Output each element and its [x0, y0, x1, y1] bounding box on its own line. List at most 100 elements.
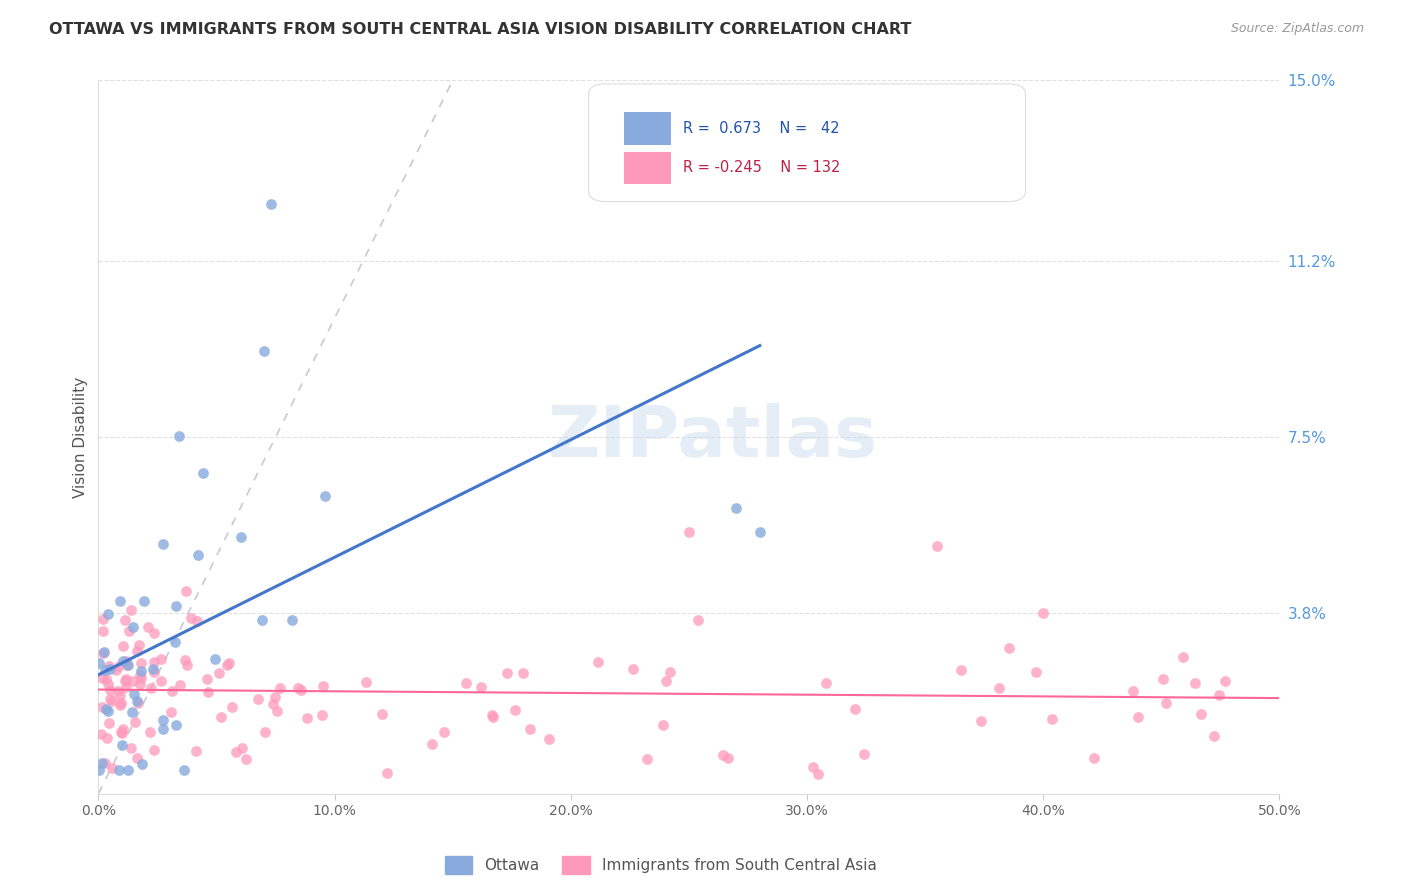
Point	[1042, 712, 1064, 726]
Point	[91, 671, 114, 685]
Point	[658, 665, 681, 679]
Point	[110, 696, 132, 710]
Point	[121, 706, 143, 720]
Point	[803, 760, 825, 774]
Point	[127, 696, 149, 710]
Point	[91, 646, 114, 660]
Point	[180, 611, 202, 625]
Point	[375, 765, 398, 780]
Point	[218, 656, 240, 670]
Text: OTTAWA VS IMMIGRANTS FROM SOUTH CENTRAL ASIA VISION DISABILITY CORRELATION CHART: OTTAWA VS IMMIGRANTS FROM SOUTH CENTRAL …	[49, 22, 911, 37]
Point	[1025, 665, 1047, 679]
Point	[112, 723, 135, 737]
Point	[97, 704, 120, 718]
Point	[748, 525, 770, 540]
Point	[118, 624, 141, 638]
Point	[807, 767, 830, 781]
Point	[225, 746, 247, 760]
Point	[114, 673, 136, 688]
Point	[588, 655, 610, 669]
Point	[1083, 751, 1105, 765]
Text: Source: ZipAtlas.com: Source: ZipAtlas.com	[1230, 22, 1364, 36]
Point	[169, 428, 191, 442]
Point	[235, 752, 257, 766]
Point	[142, 655, 165, 669]
Point	[165, 599, 187, 614]
Point	[748, 182, 770, 196]
Point	[115, 654, 138, 668]
Point	[111, 725, 134, 739]
Point	[253, 724, 276, 739]
Point	[262, 697, 284, 711]
Point	[950, 663, 973, 677]
Point	[173, 763, 195, 777]
Point	[120, 603, 142, 617]
Point	[209, 710, 232, 724]
Point	[111, 639, 134, 653]
Point	[1171, 650, 1194, 665]
Point	[260, 197, 283, 211]
Point	[1126, 710, 1149, 724]
Point	[98, 682, 121, 697]
Point	[114, 672, 136, 686]
Point	[96, 731, 118, 746]
Point	[138, 620, 160, 634]
Point	[187, 548, 209, 562]
Point	[111, 654, 134, 668]
Point	[131, 664, 153, 678]
Point	[655, 673, 678, 688]
Point	[186, 615, 208, 629]
Point	[717, 751, 740, 765]
Point	[97, 607, 120, 622]
Point	[100, 662, 122, 676]
Point	[725, 501, 748, 516]
Point	[108, 698, 131, 712]
Point	[537, 732, 560, 747]
Point	[115, 680, 138, 694]
Point	[253, 344, 276, 359]
Point	[1184, 676, 1206, 690]
Point	[138, 725, 160, 739]
Point	[215, 657, 238, 672]
Point	[91, 612, 114, 626]
Text: ZIPatlas: ZIPatlas	[547, 402, 877, 472]
Point	[312, 679, 335, 693]
Point	[505, 703, 527, 717]
Point	[91, 700, 114, 714]
Point	[998, 640, 1021, 655]
Point	[420, 737, 443, 751]
Point	[105, 664, 128, 678]
Text: R =  0.673    N =   42: R = 0.673 N = 42	[683, 120, 839, 136]
Point	[184, 744, 207, 758]
Point	[108, 688, 131, 702]
Point	[93, 644, 115, 658]
Point	[87, 656, 110, 670]
Point	[470, 680, 492, 694]
Point	[96, 672, 118, 686]
Point	[221, 699, 243, 714]
Point	[122, 674, 145, 689]
Point	[152, 713, 174, 727]
Point	[129, 676, 152, 690]
Point	[174, 584, 197, 599]
Point	[314, 489, 336, 503]
Point	[844, 702, 866, 716]
Point	[456, 676, 478, 690]
Point	[150, 673, 173, 688]
Point	[970, 714, 993, 728]
Point	[152, 722, 174, 736]
Point	[159, 705, 181, 719]
Point	[115, 657, 138, 672]
Point	[1213, 673, 1236, 688]
Point	[204, 652, 226, 666]
Point	[152, 537, 174, 551]
Point	[100, 693, 122, 707]
Point	[110, 724, 132, 739]
Point	[1152, 672, 1174, 686]
Point	[97, 659, 120, 673]
Point	[1156, 696, 1178, 710]
Point	[1032, 606, 1054, 620]
Point	[263, 690, 285, 704]
Bar	[624, 152, 671, 184]
Point	[191, 467, 214, 481]
